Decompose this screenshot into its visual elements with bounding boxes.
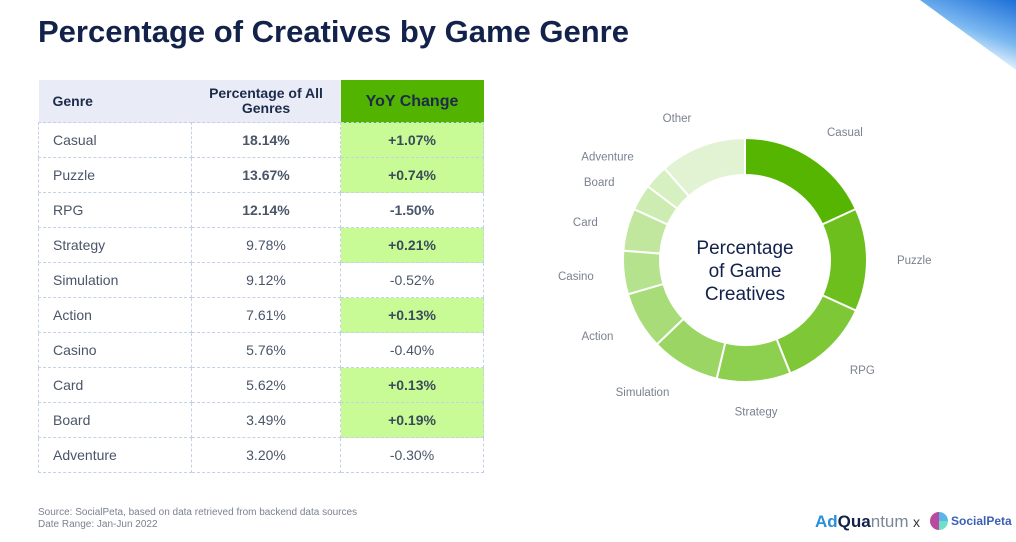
header-yoy: YoY Change xyxy=(340,80,484,123)
yoy-cell: +0.19% xyxy=(340,402,484,438)
genre-cell: Strategy xyxy=(38,227,192,263)
percentage-cell: 3.20% xyxy=(191,437,341,473)
slice-strategy xyxy=(715,337,792,383)
yoy-cell: -0.30% xyxy=(340,437,484,473)
slice-label: Adventure xyxy=(581,151,633,163)
table-row: Puzzle 13.67% +0.74% xyxy=(38,157,484,193)
genre-cell: Adventure xyxy=(38,437,192,473)
slice-label: Puzzle xyxy=(897,255,932,267)
slice-puzzle xyxy=(820,207,868,312)
slice-other xyxy=(663,136,746,198)
slice-casual xyxy=(744,136,858,226)
yoy-cell: -0.52% xyxy=(340,262,484,298)
table-row: RPG 12.14% -1.50% xyxy=(38,192,484,228)
table-row: Simulation 9.12% -0.52% xyxy=(38,262,484,298)
slice-label: Casino xyxy=(558,271,594,283)
genre-table: Genre Percentage of All Genres YoY Chang… xyxy=(38,80,484,473)
table-row: Action 7.61% +0.13% xyxy=(38,297,484,333)
yoy-cell: +0.13% xyxy=(340,297,484,333)
header-percentage: Percentage of All Genres xyxy=(191,80,341,123)
slice-label: Other xyxy=(663,113,692,125)
yoy-cell: +1.07% xyxy=(340,122,484,158)
yoy-cell: +0.21% xyxy=(340,227,484,263)
date-range: Date Range: Jan-Jun 2022 xyxy=(38,519,158,530)
genre-cell: Puzzle xyxy=(38,157,192,193)
chart-title-line: Creatives xyxy=(705,284,785,305)
percentage-cell: 12.14% xyxy=(191,192,341,228)
slice-label: Simulation xyxy=(616,387,670,399)
slice-label: Action xyxy=(581,331,613,343)
adquantum-logo: AdQuantum xyxy=(815,512,909,531)
chart-title-line: Percentage xyxy=(696,238,793,259)
yoy-cell: +0.74% xyxy=(340,157,484,193)
yoy-cell: -1.50% xyxy=(340,192,484,228)
slice-rpg xyxy=(775,293,858,375)
percentage-cell: 9.78% xyxy=(191,227,341,263)
socialpeta-icon xyxy=(930,512,948,530)
socialpeta-logo: SocialPeta xyxy=(930,512,1012,530)
slice-label: Strategy xyxy=(735,407,778,419)
percentage-cell: 5.62% xyxy=(191,367,341,403)
percentage-cell: 7.61% xyxy=(191,297,341,333)
table-row: Strategy 9.78% +0.21% xyxy=(38,227,484,263)
source-note: Source: SocialPeta, based on data retrie… xyxy=(38,507,357,531)
slice-label: Card xyxy=(573,217,598,229)
source-text: Source: SocialPeta, based on data retrie… xyxy=(38,507,358,518)
slice-label: Board xyxy=(584,177,615,189)
genre-cell: RPG xyxy=(38,192,192,228)
genre-cell: Action xyxy=(38,297,192,333)
table-row: Card 5.62% +0.13% xyxy=(38,367,484,403)
chart-title-line: of Game xyxy=(709,261,782,282)
logo-separator: x xyxy=(913,514,920,530)
slice-label: Casual xyxy=(827,127,863,139)
genre-cell: Card xyxy=(38,367,192,403)
percentage-cell: 18.14% xyxy=(191,122,341,158)
table-row: Adventure 3.20% -0.30% xyxy=(38,437,484,473)
genre-cell: Board xyxy=(38,402,192,438)
genre-cell: Casual xyxy=(38,122,192,158)
slice-label: RPG xyxy=(850,365,875,377)
header-genre: Genre xyxy=(38,80,192,123)
page-title: Percentage of Creatives by Game Genre xyxy=(38,14,629,49)
table-row: Casual 18.14% +1.07% xyxy=(38,122,484,158)
